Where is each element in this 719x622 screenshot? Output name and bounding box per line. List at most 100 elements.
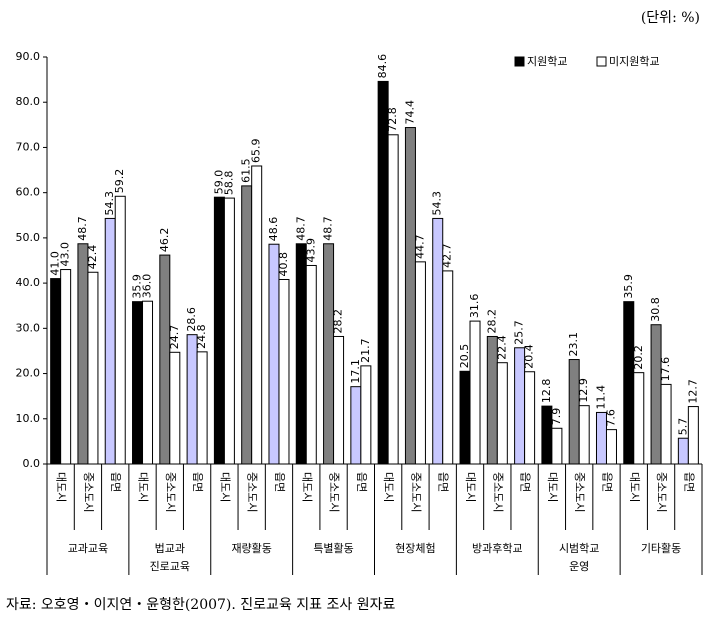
value-label: 21.7 xyxy=(359,338,372,363)
value-label: 40.8 xyxy=(277,252,290,277)
bar xyxy=(687,406,699,465)
x-tick-label: 읍면 xyxy=(519,472,532,492)
group-label: 현장체험 xyxy=(395,542,435,555)
value-label: 35.9 xyxy=(622,274,635,299)
value-label: 43.0 xyxy=(59,242,72,267)
bar xyxy=(213,196,225,465)
bar xyxy=(295,243,307,465)
bar xyxy=(87,271,99,465)
value-label: 5.7 xyxy=(676,418,689,436)
bar xyxy=(360,365,372,465)
value-label: 48.6 xyxy=(267,217,280,242)
x-tick-label: 중소도시 xyxy=(82,472,95,512)
bar xyxy=(333,335,345,465)
bar xyxy=(186,334,198,465)
value-label: 42.4 xyxy=(86,245,99,270)
bar xyxy=(241,185,253,465)
value-label: 30.8 xyxy=(649,297,662,322)
x-tick-label: 대도시 xyxy=(546,472,559,502)
x-tick-label: 대도시 xyxy=(464,472,477,502)
value-label: 12.9 xyxy=(577,378,590,403)
x-tick-label: 읍면 xyxy=(437,472,450,492)
value-label: 46.2 xyxy=(158,228,171,253)
y-tick-label: 10.0 xyxy=(16,412,41,425)
value-label: 24.7 xyxy=(168,325,181,350)
bar xyxy=(323,243,335,465)
bar xyxy=(132,301,144,465)
group-label: 재량활동 xyxy=(231,541,271,555)
value-label: 58.8 xyxy=(222,171,235,196)
value-label: 22.4 xyxy=(495,335,508,360)
source-note: 자료: 오호영・이지연・윤형한(2007). 진로교육 지표 조사 원자료 xyxy=(6,597,395,613)
y-tick-label: 20.0 xyxy=(16,367,41,380)
value-label: 74.4 xyxy=(403,100,416,125)
group-label: 시범학교 xyxy=(559,542,599,555)
x-tick-label: 대도시 xyxy=(382,472,395,502)
value-label: 17.1 xyxy=(349,359,362,384)
value-label: 54.3 xyxy=(431,191,444,216)
bar xyxy=(551,427,563,465)
bar xyxy=(60,269,72,465)
bar xyxy=(278,278,290,465)
value-label: 44.7 xyxy=(413,234,426,259)
bar xyxy=(677,437,689,465)
bar xyxy=(568,359,580,465)
bar xyxy=(350,386,362,465)
bar xyxy=(414,261,426,465)
group-label: 특별활동 xyxy=(313,541,353,555)
bar xyxy=(459,370,471,465)
y-tick-label: 50.0 xyxy=(16,231,41,244)
value-label: 20.4 xyxy=(523,344,536,369)
value-label: 65.9 xyxy=(250,138,263,163)
value-label: 59.2 xyxy=(113,169,126,193)
value-label: 84.6 xyxy=(376,54,389,79)
value-label: 35.9 xyxy=(131,274,144,299)
x-tick-label: 중소도시 xyxy=(655,472,668,512)
bar xyxy=(223,197,235,465)
value-label: 61.5 xyxy=(240,158,253,183)
group-label: 교과교육 xyxy=(68,542,108,555)
value-label: 28.2 xyxy=(485,309,498,334)
value-label: 48.7 xyxy=(294,216,307,241)
y-tick-label: 60.0 xyxy=(16,186,41,199)
value-label: 12.7 xyxy=(686,379,699,404)
legend-swatch xyxy=(514,56,525,67)
value-label: 72.8 xyxy=(386,107,399,132)
group-label: 법교과 xyxy=(155,542,185,555)
x-tick-label: 중소도시 xyxy=(328,472,341,512)
y-tick-label: 0.0 xyxy=(23,457,41,470)
x-tick-label: 읍면 xyxy=(191,472,204,492)
y-tick-label: 90.0 xyxy=(16,50,41,63)
value-label: 24.8 xyxy=(195,324,208,349)
value-label: 20.5 xyxy=(458,344,471,369)
x-tick-label: 대도시 xyxy=(137,472,150,502)
bar xyxy=(578,405,590,465)
bar xyxy=(660,383,672,465)
x-tick-label: 읍면 xyxy=(273,472,286,492)
group-label: 운영 xyxy=(569,560,589,573)
bar xyxy=(142,300,154,465)
bar xyxy=(524,371,536,465)
value-label: 42.7 xyxy=(441,243,454,268)
legend-label: 지원학교 xyxy=(527,55,567,68)
legend-label: 미지원학교 xyxy=(609,55,660,68)
value-label: 48.7 xyxy=(322,216,335,241)
value-label: 7.6 xyxy=(604,409,617,427)
x-tick-label: 대도시 xyxy=(300,472,313,502)
group-label: 기타활동 xyxy=(641,541,681,555)
value-label: 36.0 xyxy=(141,274,154,299)
value-label: 12.8 xyxy=(540,379,553,404)
bar xyxy=(404,127,416,465)
y-tick-label: 80.0 xyxy=(16,95,41,108)
bar xyxy=(623,301,635,465)
y-tick-label: 70.0 xyxy=(16,140,41,153)
bar xyxy=(377,80,389,465)
bar xyxy=(50,278,62,465)
value-label: 31.6 xyxy=(468,294,481,319)
y-tick-label: 40.0 xyxy=(16,276,41,289)
bar xyxy=(387,134,399,465)
value-label: 28.2 xyxy=(332,309,345,334)
x-tick-label: 대도시 xyxy=(628,472,641,502)
value-label: 54.3 xyxy=(103,191,116,216)
group-label: 진로교육 xyxy=(150,560,190,573)
